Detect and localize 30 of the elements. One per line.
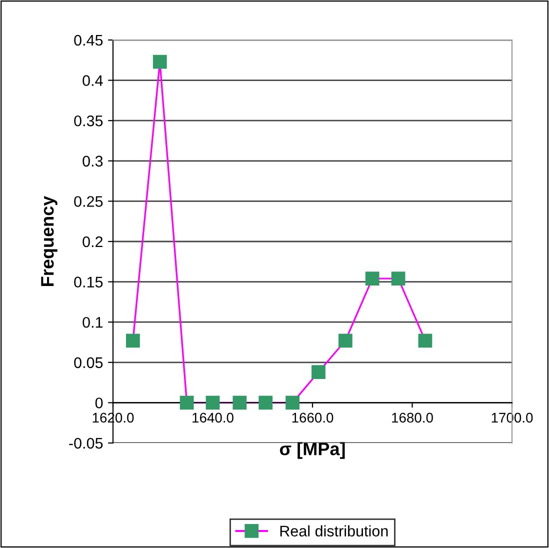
x-tick-label: 1640.0 (192, 412, 234, 423)
y-tick-label: 0.35 (74, 115, 103, 126)
point (258, 396, 273, 410)
y-tick-label: -0.05 (69, 438, 103, 449)
y-tick-label: 0.1 (82, 316, 103, 328)
legend-label: Real distribution (280, 525, 388, 536)
point (312, 365, 326, 380)
point (365, 272, 380, 286)
y-tick-label: 0.05 (74, 357, 103, 368)
point (180, 396, 194, 410)
point (152, 54, 167, 69)
x-axis-title: σ [MPa] (280, 442, 345, 459)
point (232, 396, 247, 410)
y-tick-label: 0.2 (82, 236, 103, 248)
y-tick-label: 0.15 (74, 276, 103, 288)
x-tick-label: 1700.0 (492, 412, 533, 423)
x-tick-label: 1660.0 (292, 412, 334, 423)
point (391, 272, 406, 286)
y-tick-label: 0 (95, 398, 103, 408)
point (286, 396, 300, 410)
y-tick-label: 0.25 (74, 196, 103, 207)
y-tick-label: 0.3 (82, 156, 103, 167)
y-axis-title: Frequency (41, 196, 58, 286)
y-tick-label: 0.4 (82, 75, 103, 86)
point (338, 334, 352, 348)
point (126, 334, 140, 348)
point (418, 334, 432, 348)
y-tick-label: 0.45 (74, 34, 103, 46)
point (206, 396, 220, 410)
x-tick-label: 1680.0 (392, 412, 433, 423)
